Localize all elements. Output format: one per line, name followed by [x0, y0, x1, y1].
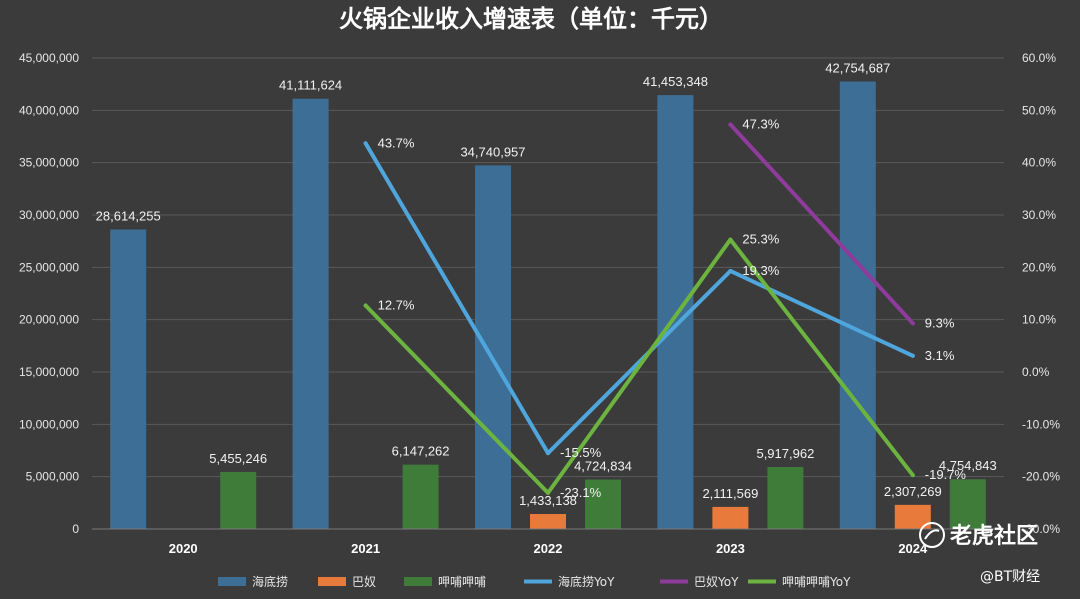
line-data-label: 19.3% — [742, 263, 779, 278]
bar-data-label: 28,614,255 — [96, 209, 161, 224]
line-point-海底捞YoY-2023 — [728, 268, 733, 273]
grid — [92, 57, 1004, 478]
bar-巴奴-2023 — [712, 506, 749, 529]
y2-tick-label: -10.0% — [1022, 417, 1060, 431]
x-tick-label: 2022 — [534, 541, 563, 556]
watermark: 老虎社区 @BT财经 — [919, 522, 1040, 585]
y-tick-label: 40,000,000 — [19, 103, 79, 117]
y-tick-label: 30,000,000 — [19, 208, 79, 222]
bars — [110, 81, 986, 529]
line-point-巴奴YoY-2023 — [728, 122, 733, 127]
y-tick-label: 45,000,000 — [19, 51, 79, 65]
y-tick-label: 15,000,000 — [19, 365, 79, 379]
bar-data-label: 42,754,687 — [825, 61, 890, 76]
y2-tick-label: -20.0% — [1022, 470, 1060, 484]
line-data-label: 3.1% — [925, 348, 955, 363]
bar-呷哺呷哺-2020 — [220, 471, 257, 529]
bar-巴奴-2022 — [530, 513, 566, 529]
y-axis-left: 45,000,000 40,000,000 35,000,000 30,000,000… — [19, 51, 79, 536]
y-tick-label: 0 — [72, 522, 79, 536]
data-labels: 28,614,255 41,111,624 34,740,957 41,453,348… — [96, 61, 997, 508]
bar-data-label: 2,307,269 — [884, 484, 942, 499]
line-data-label: 12.7% — [378, 298, 415, 313]
bar-data-label: 6,147,262 — [392, 444, 450, 459]
bar-data-label: 4,724,834 — [574, 459, 632, 474]
bar-data-label: 5,455,246 — [209, 451, 267, 466]
line-point-呷哺呷哺YoY-2023 — [728, 237, 733, 242]
watermark-main: 老虎社区 — [949, 523, 1038, 549]
y2-tick-label: 10.0% — [1022, 313, 1056, 327]
line-point-呷哺呷哺YoY-2022 — [546, 490, 550, 495]
y2-tick-label: 20.0% — [1022, 260, 1056, 274]
legend: 海底捞 巴奴 呷哺呷哺 海底捞YoY 巴奴YoY 呷哺呷哺YoY — [218, 574, 851, 589]
line-data-label: -19.7% — [925, 467, 967, 482]
x-tick-label: 2020 — [169, 541, 198, 556]
legend-label: 呷哺呷哺YoY — [782, 575, 851, 589]
legend-label: 巴奴YoY — [694, 575, 739, 589]
legend-swatch — [218, 577, 246, 586]
bar-海底捞-2024 — [839, 81, 876, 529]
line-point-海底捞YoY-2024 — [910, 353, 915, 358]
bar-呷哺呷哺-2022 — [585, 479, 621, 529]
line-point-海底捞YoY-2022 — [546, 451, 550, 456]
bar-海底捞-2021 — [292, 98, 329, 529]
line-data-label: 43.7% — [378, 135, 415, 150]
y-tick-label: 35,000,000 — [19, 156, 79, 170]
tiger-logo-stroke — [924, 529, 940, 540]
bar-呷哺呷哺-2024 — [949, 479, 986, 529]
x-tick-label: 2021 — [351, 541, 380, 556]
chart-title: 火锅企业收入增速表（单位：千元） — [339, 5, 723, 33]
tiger-logo-icon — [919, 522, 945, 548]
y2-tick-label: 60.0% — [1022, 51, 1056, 65]
x-tick-label: 2024 — [898, 541, 928, 556]
y2-tick-label: 40.0% — [1022, 156, 1056, 170]
y2-tick-label: 30.0% — [1022, 208, 1056, 222]
line-data-label: 9.3% — [925, 315, 955, 330]
bar-data-label: 5,917,962 — [756, 446, 814, 461]
line-data-label: -23.1% — [560, 485, 602, 500]
bar-呷哺呷哺-2023 — [767, 467, 804, 529]
legend-label: 海底捞YoY — [558, 574, 615, 589]
bar-呷哺呷哺-2021 — [402, 464, 439, 529]
x-axis: 2020 2021 2022 2023 2024 — [92, 528, 1004, 556]
legend-swatch — [318, 577, 346, 586]
line-point-呷哺呷哺YoY-2024 — [910, 473, 915, 478]
bar-data-label: 1,433,138 — [519, 493, 577, 508]
y-tick-label: 20,000,000 — [19, 313, 79, 327]
line-point-海底捞YoY-2021 — [363, 141, 368, 146]
line-point-呷哺呷哺YoY-2021 — [363, 303, 368, 308]
bar-data-label: 41,111,624 — [279, 78, 342, 93]
y2-tick-label: -30.0% — [1022, 522, 1060, 536]
bar-海底捞-2020 — [110, 229, 147, 529]
line-呷哺呷哺YoY — [363, 237, 915, 495]
y-tick-label: 10,000,000 — [19, 417, 79, 431]
bar-海底捞-2022 — [475, 165, 511, 529]
line-point-巴奴YoY-2024 — [910, 321, 915, 326]
y2-tick-label: 0.0% — [1022, 365, 1050, 379]
legend-label: 巴奴 — [352, 575, 376, 589]
bar-data-label: 2,111,569 — [702, 486, 758, 501]
line-data-label: 47.3% — [742, 116, 779, 131]
line-海底捞YoY — [363, 141, 915, 456]
line-data-label: -15.5% — [560, 445, 602, 460]
line-巴奴YoY — [728, 122, 915, 326]
legend-swatch — [404, 577, 432, 586]
watermark-sub: @BT财经 — [980, 569, 1040, 585]
x-tick-label: 2023 — [716, 541, 745, 556]
bar-data-label: 4,754,843 — [939, 458, 997, 473]
lines — [363, 122, 915, 495]
bar-data-label: 41,453,348 — [643, 74, 708, 89]
y2-tick-label: 50.0% — [1022, 103, 1056, 117]
line-data-label: 25.3% — [742, 232, 779, 247]
bar-data-label: 34,740,957 — [460, 144, 525, 159]
legend-label: 呷哺呷哺 — [438, 575, 486, 589]
y-tick-label: 5,000,000 — [26, 470, 80, 484]
legend-label: 海底捞 — [252, 574, 288, 589]
y-tick-label: 25,000,000 — [19, 260, 79, 274]
y-axis-right: 60.0% 50.0% 40.0% 30.0% 20.0% 10.0% 0.0% -10.0%… — [1022, 51, 1060, 536]
